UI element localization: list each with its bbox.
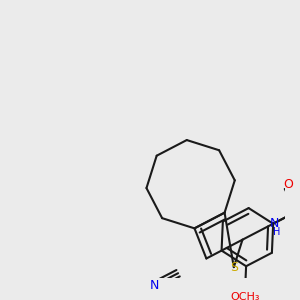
Text: N: N bbox=[270, 217, 279, 230]
Text: N: N bbox=[150, 279, 159, 292]
Text: O: O bbox=[284, 178, 294, 191]
Text: H: H bbox=[273, 227, 280, 237]
Text: S: S bbox=[230, 261, 238, 274]
Text: OCH₃: OCH₃ bbox=[230, 292, 260, 300]
